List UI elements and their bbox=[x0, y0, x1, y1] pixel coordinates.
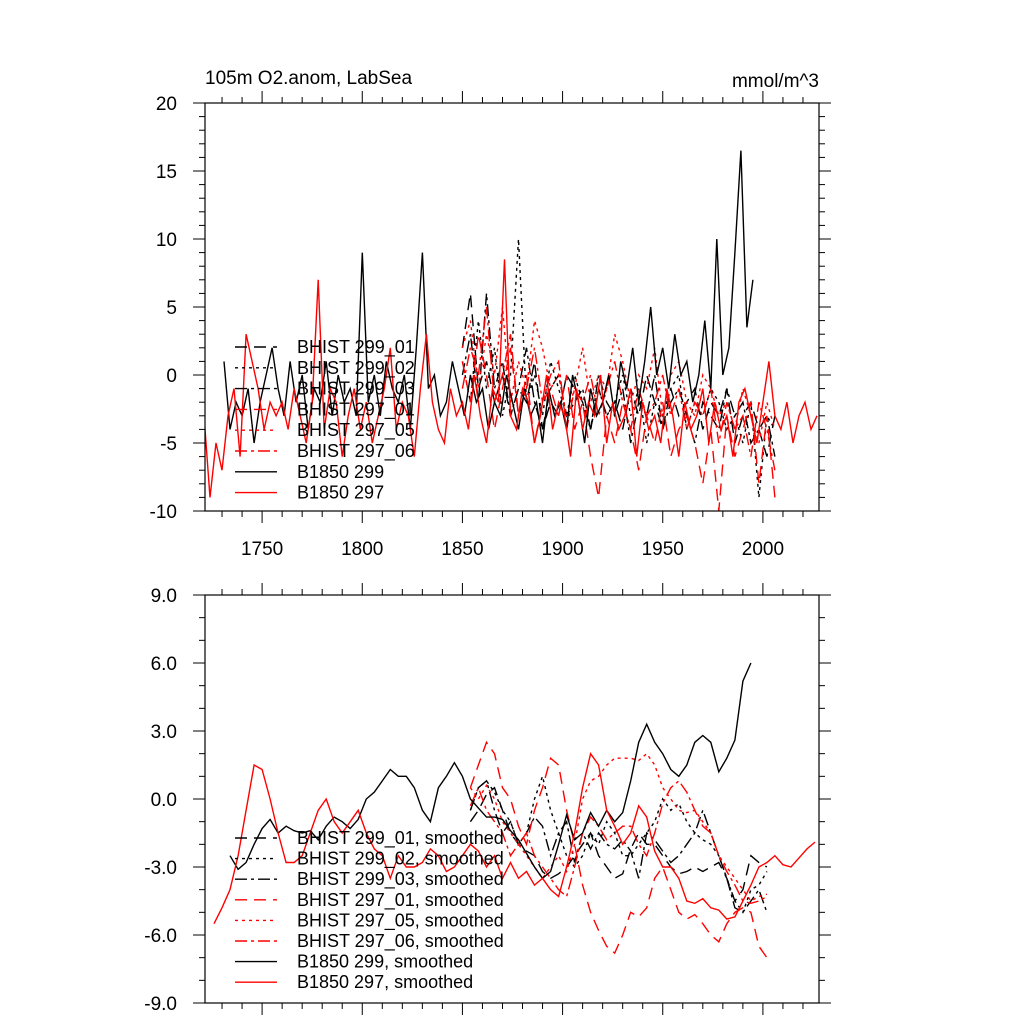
legend-label: BHIST 299_03 bbox=[297, 379, 415, 400]
legend-label: BHIST 297_06 bbox=[297, 441, 415, 462]
legend-label: B1850 299, smoothed bbox=[297, 952, 473, 972]
y-tick-label: -3.0 bbox=[144, 858, 177, 879]
x-tick-label: 1750 bbox=[241, 539, 283, 560]
legend-label: B1850 299 bbox=[297, 462, 384, 482]
x-tick-label: 1900 bbox=[541, 539, 583, 560]
legend-label: BHIST 299_01 bbox=[297, 337, 415, 358]
x-tick-label: 1800 bbox=[341, 539, 383, 560]
y-tick-label: -6.0 bbox=[144, 926, 177, 947]
series-line-bhist-299-02 bbox=[461, 238, 776, 498]
series-line-bhist-299-03-smoothed bbox=[469, 779, 768, 914]
legend-label: B1850 297, smoothed bbox=[297, 972, 473, 992]
legend-label: BHIST 299_01, smoothed bbox=[297, 828, 504, 849]
x-tick-label: 1950 bbox=[642, 539, 684, 560]
series-line-bhist-297-06-smoothed bbox=[469, 779, 768, 905]
legend-label: BHIST 297_05, smoothed bbox=[297, 910, 504, 931]
y-tick-label: 10 bbox=[156, 230, 177, 251]
top-panel-raw: 1750 1800 1850 1900 1950 2000 -10 -5 0 5 10 15 20 BHI… bbox=[150, 91, 831, 560]
legend-label: BHIST 297_05 bbox=[297, 420, 415, 441]
series-line-b1850-297 bbox=[205, 259, 818, 498]
y-tick-label: 9.0 bbox=[151, 586, 177, 607]
legend-label: BHIST 297_01 bbox=[297, 399, 415, 420]
legend-label: BHIST 299_02 bbox=[297, 358, 415, 379]
series-line-bhist-299-01 bbox=[461, 293, 776, 457]
legend-label: BHIST 297_01, smoothed bbox=[297, 890, 504, 911]
y-tick-label: -9.0 bbox=[144, 994, 177, 1015]
legend-label: B1850 297 bbox=[297, 483, 384, 503]
legend-label: BHIST 299_02, smoothed bbox=[297, 849, 504, 870]
series-line-b1850-299-smoothed bbox=[229, 662, 752, 880]
y-tick-label: 5 bbox=[166, 298, 177, 319]
x-tick-label: 2000 bbox=[742, 539, 784, 560]
y-tick-label: 0.0 bbox=[151, 790, 177, 811]
y-tick-label: 15 bbox=[156, 162, 177, 183]
y-tick-label: -5 bbox=[160, 434, 177, 455]
y-tick-label: 0 bbox=[166, 366, 177, 387]
chart-title: 105m O2.anom, LabSea bbox=[205, 68, 412, 89]
y-tick-label: 20 bbox=[156, 94, 177, 115]
series-line-b1850-297-smoothed bbox=[213, 752, 816, 925]
units-label: mmol/m^3 bbox=[732, 71, 819, 92]
series-line-bhist-299-03 bbox=[461, 293, 776, 457]
y-tick-label: 6.0 bbox=[151, 654, 177, 675]
series-line-bhist-297-05-smoothed bbox=[469, 752, 768, 902]
legend-label: BHIST 299_03, smoothed bbox=[297, 869, 504, 890]
x-tick-label: 1850 bbox=[441, 539, 483, 560]
series-line-bhist-297-01-smoothed bbox=[469, 740, 768, 959]
y-tick-label: -10 bbox=[150, 502, 177, 523]
legend-label: BHIST 297_06, smoothed bbox=[297, 931, 504, 952]
y-tick-label: 3.0 bbox=[151, 722, 177, 743]
bottom-panel-smoothed: -9.0 -6.0 -3.0 0.0 3.0 6.0 9.0 BHIST 299_01, sm… bbox=[144, 583, 831, 1015]
